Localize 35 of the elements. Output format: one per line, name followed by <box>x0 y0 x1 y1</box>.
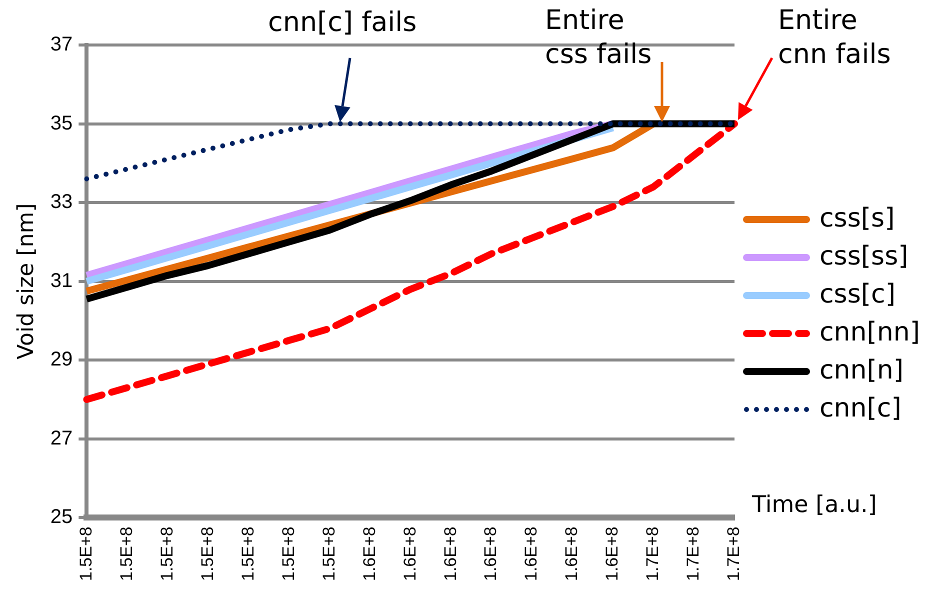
x-tick-label: 1.6E+8 <box>562 526 582 582</box>
y-tick-label: 33 <box>50 191 73 214</box>
x-tick-label: 1.6E+8 <box>400 526 420 582</box>
y-tick-label: 37 <box>50 34 73 56</box>
legend-label: css[s] <box>820 203 895 234</box>
x-tick-label: 1.5E+8 <box>198 526 217 582</box>
legend-label: css[c] <box>820 279 896 310</box>
legend-label: css[ss] <box>820 241 908 272</box>
y-tick-label: 27 <box>50 427 73 450</box>
x-tick-label: 1.5E+8 <box>157 526 176 582</box>
text: cnn[c] fails <box>268 6 418 40</box>
x-tick-label: 1.7E+8 <box>724 526 744 582</box>
legend-label: cnn[nn] <box>820 317 920 348</box>
x-axis-title: Time [a.u.] <box>752 492 877 518</box>
x-tick-label: 1.5E+8 <box>76 526 96 582</box>
x-tick-label: 1.5E+8 <box>238 526 258 582</box>
y-tick-label: 25 <box>50 506 73 528</box>
x-tick-label: 1.5E+8 <box>116 526 136 582</box>
y-tick-label: 35 <box>50 112 73 134</box>
x-tick-label: 1.6E+8 <box>481 526 500 582</box>
y-tick-label: 29 <box>50 348 73 371</box>
text: Entire cnn fails <box>778 4 892 72</box>
x-tick-label: 1.6E+8 <box>360 526 379 582</box>
x-tick-label: 1.7E+8 <box>643 526 662 582</box>
legend-label: cnn[c] <box>820 393 902 424</box>
x-tick-label: 1.5E+8 <box>319 526 338 582</box>
x-tick-label: 1.7E+8 <box>684 526 703 582</box>
annotation: Entire css fails <box>545 4 653 72</box>
legend-label: cnn[n] <box>820 355 904 386</box>
y-tick-label: 31 <box>50 270 73 292</box>
y-axis-title: Void size [nm] <box>14 203 39 360</box>
x-tick-label: 1.6E+8 <box>440 526 460 582</box>
x-tick-label: 1.6E+8 <box>522 526 541 582</box>
x-tick-label: 1.5E+8 <box>278 526 298 582</box>
x-tick-label: 1.6E+8 <box>602 526 622 582</box>
